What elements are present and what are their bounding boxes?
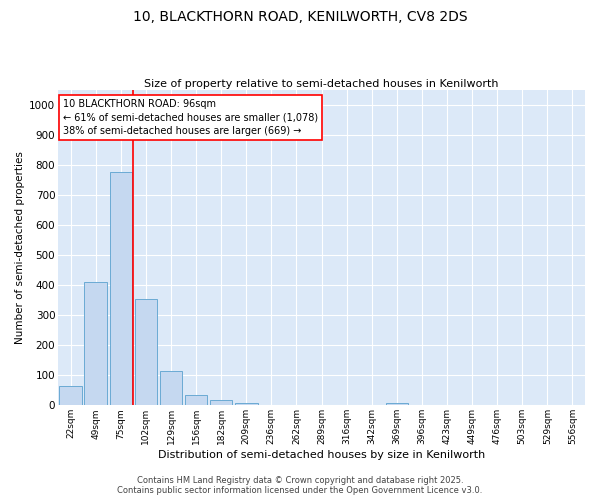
Bar (185, 396, 208, 406)
Text: 10, BLACKTHORN ROAD, KENILWORTH, CV8 2DS: 10, BLACKTHORN ROAD, KENILWORTH, CV8 2DS (133, 10, 467, 24)
Bar (235, 403, 257, 406)
Bar (110, 172, 132, 406)
Bar (134, 298, 157, 406)
Bar (210, 400, 232, 406)
Y-axis label: Number of semi-detached properties: Number of semi-detached properties (15, 151, 25, 344)
Text: Contains HM Land Registry data © Crown copyright and database right 2025.
Contai: Contains HM Land Registry data © Crown c… (118, 476, 482, 495)
Bar (85, 282, 107, 406)
Bar (160, 370, 182, 406)
Bar (386, 403, 408, 406)
Title: Size of property relative to semi-detached houses in Kenilworth: Size of property relative to semi-detach… (144, 79, 499, 89)
Text: 10 BLACKTHORN ROAD: 96sqm
← 61% of semi-detached houses are smaller (1,078)
38% : 10 BLACKTHORN ROAD: 96sqm ← 61% of semi-… (64, 99, 319, 136)
X-axis label: Distribution of semi-detached houses by size in Kenilworth: Distribution of semi-detached houses by … (158, 450, 485, 460)
Bar (59, 386, 82, 406)
